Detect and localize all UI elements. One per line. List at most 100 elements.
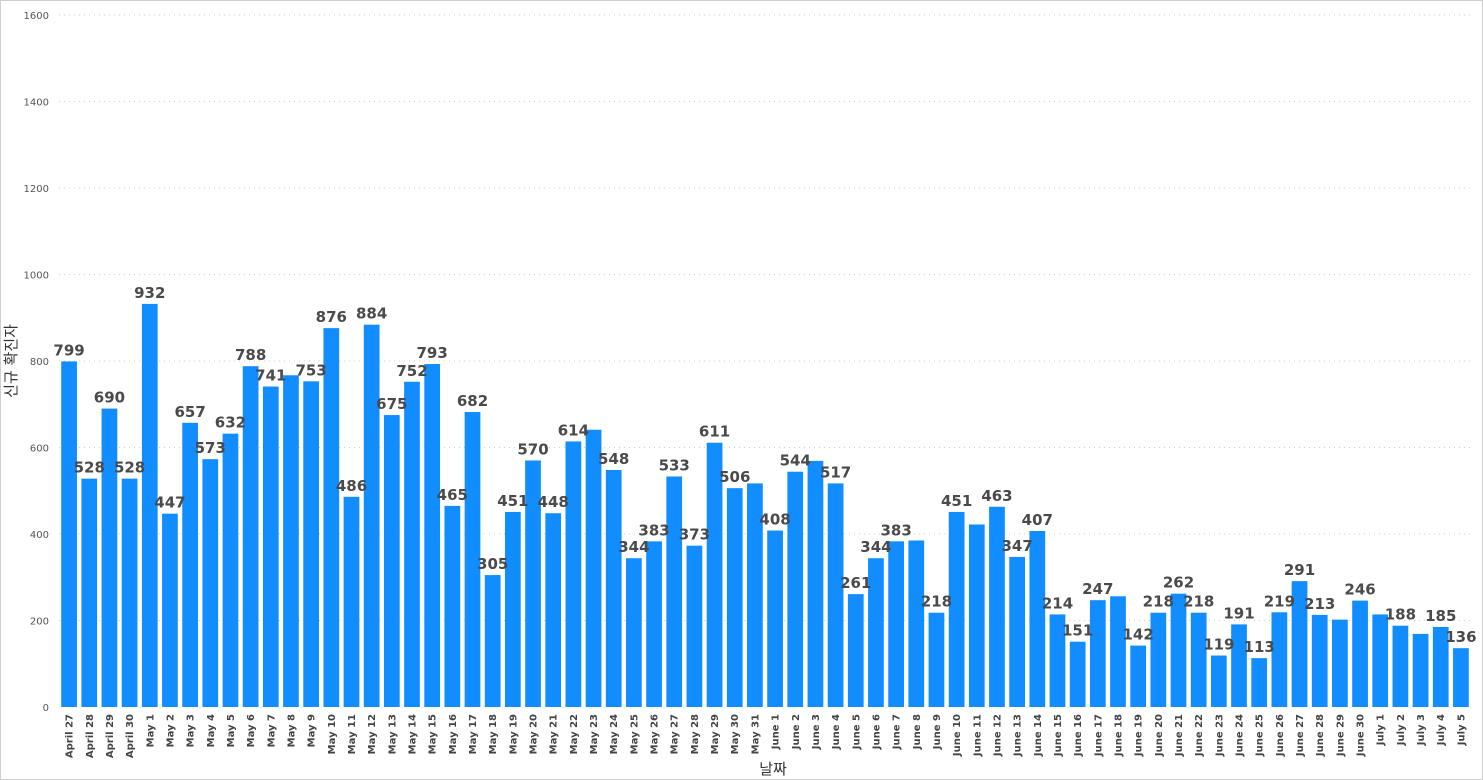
bar[interactable] [726,488,743,707]
bar[interactable] [646,541,662,707]
x-tick-label: June 25 [1255,714,1266,757]
bar[interactable] [141,303,158,707]
bar[interactable] [1049,614,1066,707]
bar[interactable] [888,541,904,707]
bar[interactable] [162,513,178,707]
x-tick-label: May 17 [468,714,479,754]
bar[interactable] [868,558,884,707]
bar[interactable] [686,545,703,707]
bar[interactable] [303,381,320,707]
bar[interactable] [182,422,198,707]
x-tick-label: May 30 [730,714,741,754]
bar[interactable] [81,478,98,707]
bar[interactable] [464,412,481,707]
data-label: 408 [759,511,790,529]
bar[interactable] [222,433,239,707]
bar[interactable] [1029,530,1046,707]
data-label: 185 [1425,607,1456,625]
x-tick-label: June 30 [1356,714,1367,757]
bar[interactable] [626,558,642,707]
bar[interactable] [1453,648,1469,707]
bar[interactable] [363,324,380,707]
bar[interactable] [525,460,541,707]
bar[interactable] [1130,645,1147,707]
bar[interactable] [787,471,804,707]
bar[interactable] [404,381,420,707]
bar[interactable] [1170,593,1187,707]
bar[interactable] [747,483,763,707]
bar[interactable] [484,575,501,707]
x-tick-label: May 27 [670,714,681,754]
x-tick-label: June 16 [1073,714,1084,757]
bar[interactable] [61,361,77,707]
bar[interactable] [1210,655,1227,707]
bar[interactable] [1089,600,1106,707]
data-label: 517 [820,463,851,481]
bar[interactable] [948,511,965,707]
bar[interactable] [928,612,945,707]
bar[interactable] [565,441,582,707]
bar[interactable] [121,478,138,707]
bar[interactable] [1251,658,1268,707]
bar[interactable] [262,386,279,707]
bar[interactable] [968,524,985,707]
bar[interactable] [767,530,783,707]
bar[interactable] [585,429,602,707]
x-tick-label: July 4 [1436,714,1447,746]
bar[interactable] [847,594,864,707]
bar[interactable] [807,460,824,707]
x-tick-label: June 17 [1093,714,1104,757]
bar[interactable] [383,415,400,707]
data-label: 151 [1062,622,1093,640]
bar[interactable] [666,476,683,707]
data-label: 218 [1143,593,1174,611]
bar[interactable] [424,364,441,707]
bar[interactable] [1392,625,1409,707]
bar[interactable] [1150,612,1167,707]
x-tick-label: June 1 [771,714,782,750]
bar[interactable] [343,496,360,707]
bar[interactable] [1271,612,1288,707]
bar[interactable] [1069,641,1086,707]
bar[interactable] [202,459,219,707]
data-label: 465 [437,486,468,504]
data-label: 347 [1001,537,1032,555]
bar[interactable] [1231,624,1247,707]
data-label: 793 [417,344,448,362]
bar[interactable] [1352,600,1368,707]
bar[interactable] [1372,614,1389,707]
bar[interactable] [444,505,461,707]
bar[interactable] [1432,626,1449,707]
bar[interactable] [283,375,299,707]
bar[interactable] [605,469,622,707]
bar[interactable] [1311,614,1328,707]
bar[interactable] [827,483,844,707]
bar[interactable] [908,540,925,707]
data-label: 528 [74,459,105,477]
x-tick-label: June 9 [932,714,943,750]
x-tick-label: May 23 [589,714,600,754]
data-label: 136 [1445,628,1476,646]
bar[interactable] [323,328,340,707]
data-label: 533 [659,456,690,474]
data-label: 383 [638,521,669,539]
x-tick-label: May 12 [367,714,378,754]
data-label: 611 [699,423,730,441]
bar[interactable] [1190,612,1207,707]
bar[interactable] [1009,556,1026,707]
bar[interactable] [242,366,259,707]
data-label: 753 [295,361,326,379]
data-label: 614 [558,421,589,439]
bar[interactable] [1332,619,1348,707]
bar[interactable] [1110,596,1126,707]
bar[interactable] [706,442,723,707]
bar[interactable] [1412,633,1429,707]
bar[interactable] [989,506,1005,707]
bar[interactable] [504,511,521,707]
bar[interactable] [101,408,118,707]
bar[interactable] [1291,581,1308,707]
x-tick-label: July 3 [1416,714,1427,746]
x-tick-label: June 15 [1053,714,1064,757]
bar[interactable] [545,513,562,707]
